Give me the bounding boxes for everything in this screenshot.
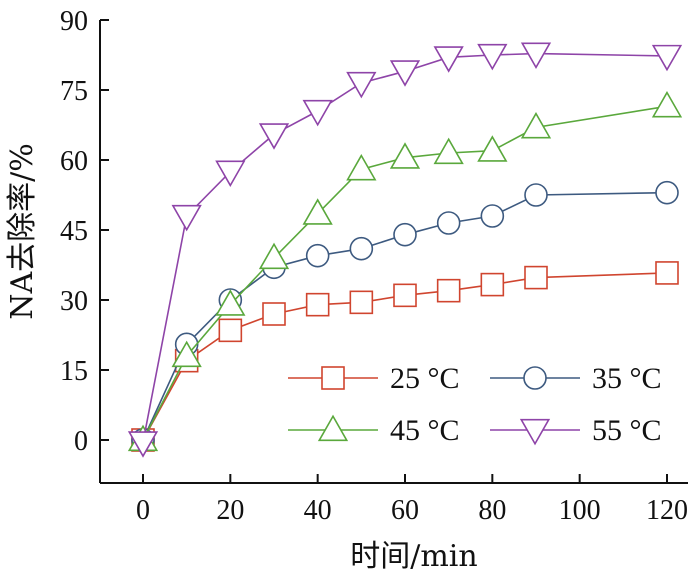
y-tick-label: 75 xyxy=(60,76,88,107)
y-tick-label: 30 xyxy=(60,286,88,317)
y-tick-label: 45 xyxy=(60,216,88,247)
data-point xyxy=(349,290,374,315)
data-point xyxy=(655,180,679,205)
data-point xyxy=(651,90,683,118)
legend-marker xyxy=(519,418,551,446)
series-layer xyxy=(127,42,683,458)
data-point xyxy=(258,123,290,150)
x-axis-title: 时间/min xyxy=(350,539,477,574)
data-point xyxy=(655,261,679,285)
y-tick-label: 60 xyxy=(60,146,88,177)
data-point xyxy=(262,302,286,326)
x-tick-label: 40 xyxy=(304,495,332,526)
y-tick-label: 0 xyxy=(74,426,88,457)
data-point xyxy=(389,60,421,87)
legend-marker xyxy=(317,414,349,442)
y-tick-label: 90 xyxy=(60,6,88,37)
legend-label: 25 °C xyxy=(390,362,460,395)
data-point xyxy=(520,42,552,69)
legend-label: 35 °C xyxy=(592,362,662,395)
data-point xyxy=(436,211,461,235)
legend-label: 45 °C xyxy=(390,414,460,447)
data-point xyxy=(480,204,505,228)
data-point xyxy=(393,283,417,308)
series-triangle-up xyxy=(127,90,683,452)
legend-marker xyxy=(523,366,547,390)
data-point xyxy=(305,292,330,317)
legend: 25 °C 35 °C 45 °C 55 °C xyxy=(288,362,662,447)
data-point xyxy=(433,46,464,73)
x-tick-label: 0 xyxy=(136,495,150,526)
data-point xyxy=(215,160,246,188)
axes: 0 15 30 45 60 75 90 0 20 40 60 80 100 120 xyxy=(60,6,688,526)
data-point xyxy=(520,111,552,139)
x-tick-label: 100 xyxy=(559,495,601,526)
legend-item: 45 °C xyxy=(288,414,460,447)
series-triangle-down xyxy=(127,42,683,458)
data-point xyxy=(433,137,464,165)
data-point xyxy=(389,142,421,169)
data-point xyxy=(171,204,202,232)
legend-label: 55 °C xyxy=(592,414,662,447)
x-tick-label: 60 xyxy=(391,495,419,526)
data-point xyxy=(349,236,374,261)
legend-item: 35 °C xyxy=(490,362,662,395)
legend-marker xyxy=(321,366,345,390)
data-point xyxy=(258,242,290,270)
data-point xyxy=(480,272,505,297)
data-point xyxy=(215,289,246,316)
data-point xyxy=(346,71,377,99)
data-point xyxy=(127,431,159,458)
x-tick-label: 20 xyxy=(216,495,244,526)
legend-item: 55 °C xyxy=(490,414,662,447)
data-point xyxy=(477,135,508,162)
y-tick-label: 15 xyxy=(60,356,88,387)
data-point xyxy=(477,43,508,71)
x-tick-label: 80 xyxy=(478,495,506,526)
data-point xyxy=(302,99,333,127)
data-point xyxy=(651,44,683,72)
data-point xyxy=(171,340,202,368)
x-tick-label: 120 xyxy=(646,495,688,526)
data-point xyxy=(436,278,461,303)
data-point xyxy=(305,243,330,268)
data-point xyxy=(218,318,243,343)
series-circle xyxy=(131,180,679,452)
data-point xyxy=(524,183,548,207)
data-point xyxy=(393,222,417,247)
legend-item: 25 °C xyxy=(288,362,460,395)
data-point xyxy=(346,153,377,181)
data-point xyxy=(524,265,548,290)
data-point xyxy=(302,198,333,225)
y-axis-title: NA去除率/% xyxy=(5,143,40,320)
